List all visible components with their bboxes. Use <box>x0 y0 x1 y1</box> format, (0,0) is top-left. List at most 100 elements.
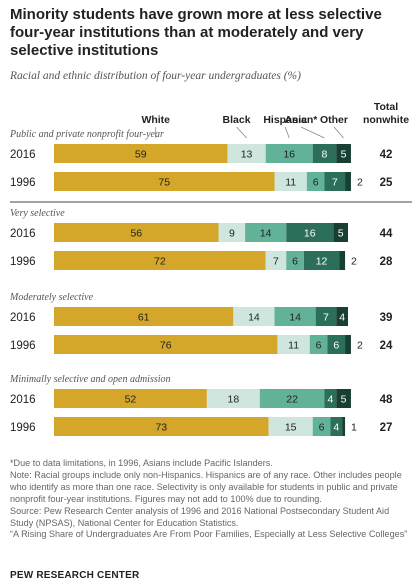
group-1: Very selective 2016 56 9 14 16 5 44 1996 72 7 6 12 2 2… <box>10 208 393 270</box>
value-label: 2 <box>357 177 363 189</box>
bar-segment-white <box>54 251 266 270</box>
group-label: Moderately selective <box>9 292 94 303</box>
legend-white: White <box>141 114 170 126</box>
bar-segment-white <box>54 172 275 191</box>
report-title: “A Rising Share of Undergraduates Are Fr… <box>10 529 408 540</box>
value-label: 13 <box>241 149 253 161</box>
value-label: 15 <box>285 422 297 434</box>
value-label: 11 <box>288 340 299 352</box>
bar-segment-black <box>218 223 246 242</box>
legend-leader-other <box>333 126 344 139</box>
bar-segment-black <box>265 251 287 270</box>
bar-segment-white <box>54 389 207 408</box>
chart-title: Minority students have grown more at les… <box>10 6 382 59</box>
value-label: 7 <box>332 177 338 189</box>
bar-segment-asian <box>303 251 340 270</box>
year-label: 1996 <box>10 422 36 434</box>
legend-leader-asian <box>300 126 325 139</box>
value-label: 9 <box>229 228 235 240</box>
bar-segment-white <box>54 144 228 163</box>
year-label: 1996 <box>10 256 36 268</box>
bar-segment-other <box>345 335 351 354</box>
value-label: 5 <box>341 394 347 406</box>
value-label: 6 <box>319 422 325 434</box>
value-label: 6 <box>316 340 322 352</box>
bar-segment-black <box>268 417 313 436</box>
value-label: 6 <box>292 256 298 268</box>
asterisk-note: *Due to data limitations, in 1996, Asian… <box>10 458 273 468</box>
bar-segment-hispanic <box>274 307 316 326</box>
bar-segment-hispanic <box>306 172 325 191</box>
legend-hispanic: Hispanic <box>263 114 307 126</box>
bar-segment-black <box>274 172 307 191</box>
bar-segment-asian <box>312 144 337 163</box>
bar-segment-other <box>333 223 348 242</box>
value-label: 76 <box>160 340 172 352</box>
legend-asian: Asian* <box>285 114 319 126</box>
bar-segment-asian <box>327 335 346 354</box>
group-label: Very selective <box>10 208 65 219</box>
group-label: Public and private nonprofit four-year <box>9 129 164 140</box>
total-nonwhite-value: 44 <box>380 228 393 240</box>
source-org: PEW RESEARCH CENTER <box>10 570 140 581</box>
bar-segment-asian <box>330 417 343 436</box>
bar-segment-white <box>54 223 219 242</box>
bar-segment-other <box>339 251 346 270</box>
bar-segment-asian <box>324 389 337 408</box>
bar-segment-black <box>277 335 310 354</box>
year-label: 2016 <box>10 149 36 161</box>
bar-segment-black <box>227 144 266 163</box>
value-label: 8 <box>322 149 328 161</box>
value-label: 61 <box>138 312 150 324</box>
year-label: 1996 <box>10 340 36 352</box>
bar-segment-hispanic <box>259 389 325 408</box>
total-nonwhite-value: 27 <box>380 422 393 434</box>
legend-black: Black <box>223 114 251 126</box>
bar-segment-asian <box>324 172 346 191</box>
value-label: 52 <box>125 394 137 406</box>
value-label: 5 <box>341 149 347 161</box>
value-label: 11 <box>285 177 296 189</box>
notes: *Due to data limitations, in 1996, Asian… <box>10 458 412 541</box>
bar-segment-other <box>336 389 351 408</box>
group-2: Moderately selective 2016 61 14 14 7 4 39 1996 76… <box>9 292 393 354</box>
value-label: 5 <box>338 228 344 240</box>
value-label: 22 <box>286 394 298 406</box>
total-nonwhite-value: 42 <box>380 149 393 161</box>
total-header-line-2: nonwhite <box>363 114 409 126</box>
value-label: 14 <box>289 312 301 324</box>
value-label: 6 <box>313 177 319 189</box>
value-label: 56 <box>130 228 142 240</box>
value-label: 4 <box>333 422 339 434</box>
legend-other: Other <box>320 114 348 126</box>
bar-segment-hispanic <box>286 251 304 270</box>
bar-segment-white <box>54 417 269 436</box>
total-nonwhite-header: Total nonwhite <box>363 101 409 126</box>
bar-segment-black <box>206 389 260 408</box>
bar-segment-other <box>345 172 351 191</box>
bar-segment-asian <box>315 307 337 326</box>
total-nonwhite-value: 28 <box>380 256 393 268</box>
group-3: Minimally selective and open admission 20… <box>9 374 393 436</box>
value-label: 16 <box>283 149 295 161</box>
legend-leader-black <box>236 126 247 139</box>
bar-segment-white <box>54 307 234 326</box>
value-label: 72 <box>154 256 166 268</box>
bar-groups: Public and private nonprofit four-year 20… <box>9 129 412 436</box>
year-label: 1996 <box>10 177 36 189</box>
total-nonwhite-value: 39 <box>380 312 393 324</box>
value-label: 2 <box>351 256 357 268</box>
bar-segment-hispanic <box>309 335 328 354</box>
value-label: 1 <box>351 422 357 434</box>
value-label: 18 <box>227 394 239 406</box>
total-header-line-1: Total <box>374 101 398 113</box>
value-label: 14 <box>260 228 272 240</box>
value-label: 6 <box>333 340 339 352</box>
value-label: 59 <box>135 149 147 161</box>
year-label: 2016 <box>10 394 36 406</box>
value-label: 73 <box>155 422 167 434</box>
method-note: Note: Racial groups include only non-His… <box>10 469 402 504</box>
bar-segment-other <box>342 417 346 436</box>
